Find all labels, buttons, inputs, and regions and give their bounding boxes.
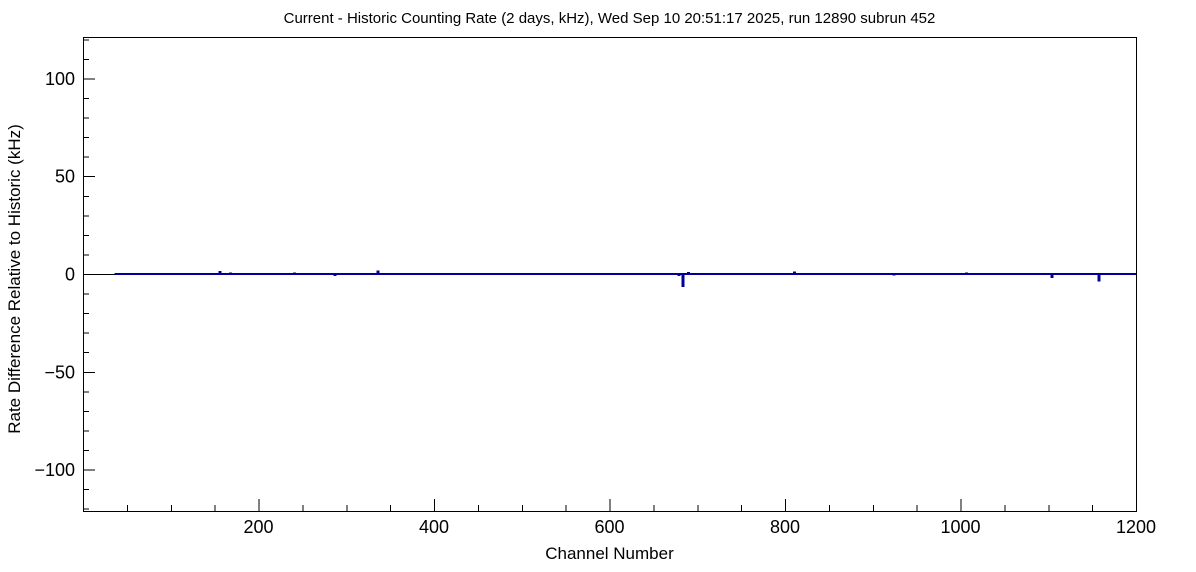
x-axis-tick-label: 1000	[940, 517, 980, 537]
data-spike	[376, 270, 380, 274]
y-axis-tick-label: 100	[45, 69, 75, 89]
x-axis-tick-label: 400	[419, 517, 449, 537]
y-axis-tick-label: 0	[65, 265, 75, 285]
x-axis-title: Channel Number	[545, 544, 674, 563]
x-axis-tick-label: 800	[770, 517, 800, 537]
data-spike	[681, 274, 685, 287]
x-axis-tick-label: 1200	[1116, 517, 1156, 537]
plot-title: Current - Historic Counting Rate (2 days…	[283, 10, 936, 27]
data-spike	[793, 271, 797, 274]
data-spike	[1097, 274, 1101, 282]
y-axis-title: Rate Difference Relative to Historic (kH…	[5, 124, 24, 434]
data-spike	[218, 271, 222, 274]
y-axis-tick-label: 50	[55, 167, 75, 187]
y-axis-tick-label: −50	[44, 362, 75, 382]
x-axis-tick-label: 200	[243, 517, 273, 537]
y-axis-tick-label: −100	[34, 460, 75, 480]
data-spike	[1050, 274, 1054, 278]
x-axis-tick-label: 600	[594, 517, 624, 537]
